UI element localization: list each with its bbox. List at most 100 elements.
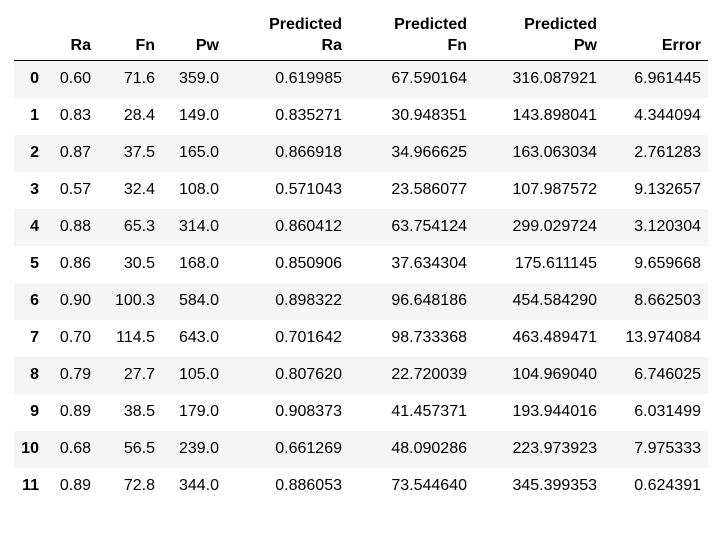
dataframe-table: Ra Fn Pw Predicted Ra Predicted Fn Predicted Pw E… <box>14 6 708 505</box>
column-header-text: Predicted <box>524 16 597 33</box>
cell-fn: 37.5 <box>123 144 155 161</box>
table-header: Ra Fn Pw Predicted Ra Predicted Fn Predicted Pw E… <box>14 6 708 61</box>
column-header-text: Predicted <box>269 16 342 33</box>
row-index: 2 <box>30 144 39 161</box>
cell-predicted-pw: 299.029724 <box>512 218 597 235</box>
cell-fn: 72.8 <box>123 477 155 494</box>
cell-predicted-pw: 143.898041 <box>512 107 597 124</box>
cell-predicted-pw: 345.399353 <box>512 477 597 494</box>
table-row: 8 0.79 27.7 105.0 0.807620 22.720039 104.96904… <box>14 356 708 394</box>
cell-predicted-ra: 0.807620 <box>275 366 342 383</box>
cell-predicted-ra: 0.866918 <box>275 144 342 161</box>
row-index: 6 <box>30 292 39 309</box>
cell-predicted-pw: 316.087921 <box>512 70 597 88</box>
cell-ra: 0.70 <box>59 329 91 346</box>
cell-ra: 0.57 <box>59 181 91 198</box>
table-row: 0 0.60 71.6 359.0 0.619985 67.590164 316.08792… <box>14 60 708 98</box>
cell-ra: 0.89 <box>59 403 91 420</box>
table-body: 0 0.60 71.6 359.0 0.619985 67.590164 316.08792… <box>14 60 708 505</box>
cell-fn: 71.6 <box>123 70 155 88</box>
cell-fn: 38.5 <box>123 403 155 420</box>
cell-predicted-ra: 0.850906 <box>275 255 342 272</box>
row-index: 0 <box>30 70 39 88</box>
cell-fn: 114.5 <box>116 329 155 346</box>
cell-predicted-ra: 0.619985 <box>275 70 342 88</box>
cell-predicted-fn: 96.648186 <box>391 292 467 309</box>
cell-error: 7.975333 <box>634 440 701 457</box>
cell-pw: 168.0 <box>178 255 219 272</box>
cell-error: 4.344094 <box>634 107 701 124</box>
cell-error: 6.031499 <box>634 403 701 420</box>
cell-predicted-pw: 104.969040 <box>512 366 597 383</box>
cell-predicted-ra: 0.886053 <box>275 477 342 494</box>
cell-pw: 344.0 <box>178 477 219 494</box>
cell-predicted-fn: 48.090286 <box>391 440 467 457</box>
row-index: 1 <box>30 107 39 124</box>
table-row: 3 0.57 32.4 108.0 0.571043 23.586077 107.98757… <box>14 171 708 209</box>
cell-fn: 27.7 <box>123 366 155 383</box>
cell-predicted-pw: 193.944016 <box>512 403 597 420</box>
cell-predicted-ra: 0.908373 <box>275 403 342 420</box>
cell-fn: 56.5 <box>123 440 155 457</box>
cell-ra: 0.86 <box>59 255 91 272</box>
row-index: 8 <box>30 366 39 383</box>
cell-predicted-fn: 23.586077 <box>391 181 467 198</box>
column-header-text: Fn <box>447 37 467 54</box>
cell-predicted-fn: 63.754124 <box>391 218 467 235</box>
cell-ra: 0.60 <box>59 70 91 88</box>
cell-error: 8.662503 <box>634 292 701 309</box>
table-row: 4 0.88 65.3 314.0 0.860412 63.754124 299.02972… <box>14 208 708 246</box>
cell-pw: 105.0 <box>178 366 219 383</box>
column-header-text: Predicted <box>394 16 467 33</box>
cell-error: 6.746025 <box>634 366 701 383</box>
table-row: 11 0.89 72.8 344.0 0.886053 73.544640 345.3993… <box>14 467 708 505</box>
cell-error: 2.761283 <box>634 144 701 161</box>
cell-predicted-pw: 107.987572 <box>512 181 597 198</box>
cell-predicted-fn: 37.634304 <box>391 255 467 272</box>
cell-predicted-pw: 223.973923 <box>512 440 597 457</box>
cell-predicted-pw: 463.489471 <box>512 329 597 346</box>
column-header-text: Ra <box>70 37 91 54</box>
cell-fn: 30.5 <box>123 255 155 272</box>
cell-predicted-fn: 98.733368 <box>391 329 467 346</box>
index-column-header <box>14 6 46 61</box>
cell-ra: 0.88 <box>59 218 91 235</box>
column-header-predicted-ra: Predicted Ra <box>226 6 349 61</box>
cell-predicted-pw: 175.611145 <box>514 255 597 272</box>
cell-predicted-fn: 30.948351 <box>391 107 467 124</box>
cell-error: 3.120304 <box>634 218 701 235</box>
cell-predicted-ra: 0.571043 <box>275 181 342 198</box>
row-index: 9 <box>30 403 39 420</box>
cell-error: 13.974084 <box>625 329 701 346</box>
table-row: 9 0.89 38.5 179.0 0.908373 41.457371 193.94401… <box>14 393 708 431</box>
cell-pw: 165.0 <box>178 144 219 161</box>
cell-predicted-fn: 34.966625 <box>391 144 467 161</box>
row-index: 11 <box>22 477 39 494</box>
cell-error: 6.961445 <box>634 70 701 88</box>
cell-fn: 28.4 <box>123 107 155 124</box>
table-row: 1 0.83 28.4 149.0 0.835271 30.948351 143.89804… <box>14 97 708 135</box>
cell-fn: 32.4 <box>123 181 155 198</box>
cell-predicted-fn: 73.544640 <box>391 477 467 494</box>
column-header-text: Error <box>661 37 701 54</box>
cell-ra: 0.89 <box>59 477 91 494</box>
cell-fn: 100.3 <box>114 292 155 309</box>
cell-pw: 149.0 <box>178 107 219 124</box>
table-row: 7 0.70 114.5 643.0 0.701642 98.733368 463.4894… <box>14 319 708 357</box>
row-index: 7 <box>30 329 39 346</box>
cell-predicted-ra: 0.898322 <box>275 292 342 309</box>
column-header-text: Pw <box>573 37 597 54</box>
row-index: 5 <box>30 255 39 272</box>
cell-predicted-fn: 41.457371 <box>391 403 467 420</box>
cell-ra: 0.87 <box>59 144 91 161</box>
cell-fn: 65.3 <box>123 218 155 235</box>
cell-predicted-ra: 0.835271 <box>275 107 342 124</box>
column-header-pw: Pw <box>162 6 226 61</box>
column-header-fn: Fn <box>98 6 162 61</box>
cell-error: 0.624391 <box>634 477 701 494</box>
cell-pw: 108.0 <box>178 181 219 198</box>
cell-predicted-fn: 67.590164 <box>391 70 467 88</box>
cell-ra: 0.79 <box>59 366 91 383</box>
column-header-error: Error <box>604 6 708 61</box>
cell-predicted-fn: 22.720039 <box>391 366 467 383</box>
